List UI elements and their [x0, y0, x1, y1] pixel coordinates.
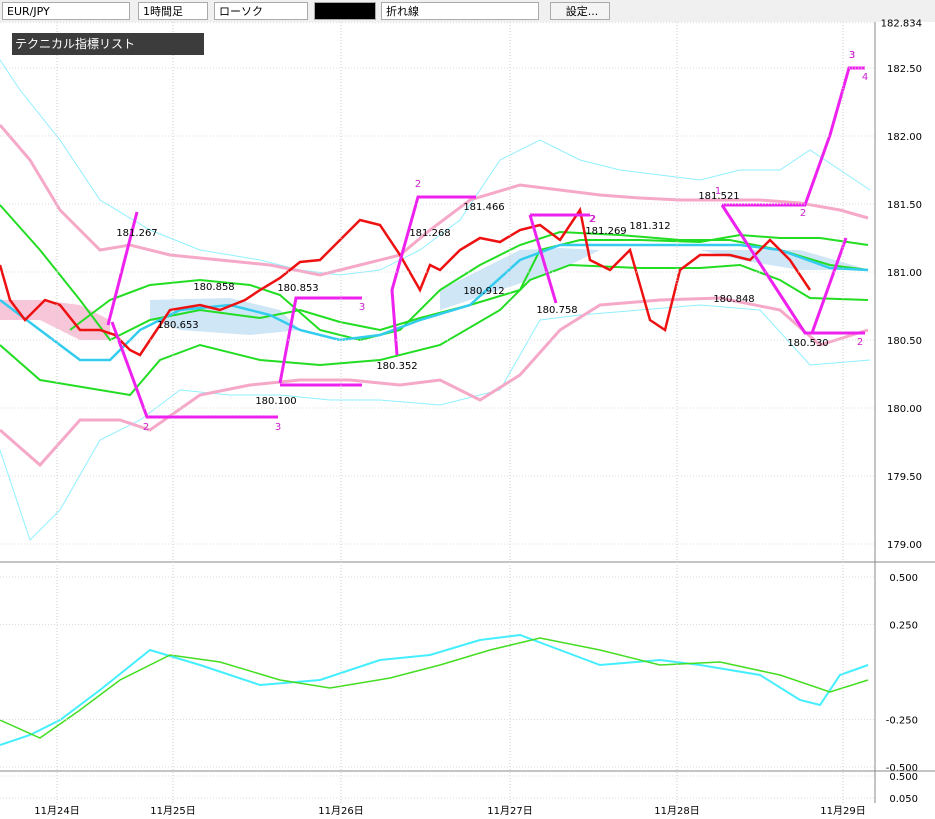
price-label: 181.312 — [629, 221, 670, 232]
ma-line — [69, 230, 869, 342]
wave-label: 2 — [415, 179, 421, 190]
zigzag-line — [106, 211, 139, 326]
symbol-select[interactable]: EUR/JPY — [2, 2, 130, 20]
wave-label: 3 — [359, 302, 365, 313]
x-tick-label: 11月24日 — [34, 805, 79, 817]
line-type[interactable]: 折れ線 — [381, 2, 539, 20]
price-label: 181.521 — [698, 191, 739, 202]
zigzag-line — [528, 214, 558, 304]
price-label: 181.267 — [116, 228, 157, 239]
y-tick-label: 180.50 — [887, 336, 922, 347]
wave-label: 3 — [275, 422, 281, 433]
y-tick-label: 179.50 — [887, 472, 922, 483]
y-tick-label: 182.00 — [887, 132, 922, 143]
wave-label: 2 — [857, 337, 863, 348]
zigzag-line — [720, 204, 865, 335]
price-label: 180.848 — [713, 294, 754, 305]
color-select[interactable] — [314, 2, 376, 20]
price-label: 181.269 — [585, 226, 626, 237]
y-tick-label: 180.00 — [887, 404, 922, 415]
price-label: 180.758 — [536, 305, 577, 316]
indicator-panel[interactable]: テクニカル指標リスト — [12, 33, 204, 55]
wave-label: 3 — [849, 50, 855, 61]
wave-label: 4 — [862, 72, 868, 83]
x-tick-label: 11月27日 — [487, 805, 532, 817]
wave-label: 2 — [800, 208, 806, 219]
x-tick-label: 11月29日 — [820, 805, 865, 817]
y-tick-label: 0.500 — [889, 772, 918, 783]
zigzag-line — [390, 195, 476, 356]
band-line — [0, 304, 871, 541]
price-label: 181.466 — [463, 202, 504, 213]
band-line — [0, 124, 869, 277]
x-tick-label: 11月26日 — [318, 805, 363, 817]
y-tick-label: 182.834 — [881, 19, 922, 30]
wave-label: 2 — [143, 422, 149, 433]
y-tick-label: -0.500 — [886, 763, 918, 774]
timeframe-select[interactable]: 1時間足 — [138, 2, 208, 20]
ma-line — [0, 263, 869, 397]
y-tick-label: 0.250 — [889, 621, 918, 632]
wave-label: 3 — [849, 50, 855, 61]
wave-label: 2 — [590, 214, 596, 225]
price-label: 180.653 — [157, 320, 198, 331]
y-tick-label: -0.250 — [886, 716, 918, 727]
y-tick-label: 179.00 — [887, 540, 922, 551]
zigzag — [106, 66, 865, 419]
zigzag-line — [110, 321, 278, 419]
y-tick-label: 181.50 — [887, 200, 922, 211]
zigzag-line — [722, 66, 865, 207]
price-label: 180.530 — [787, 338, 828, 349]
y-tick-label: 0.050 — [889, 794, 918, 805]
zigzag-line — [810, 237, 848, 334]
y-tick-label: 0.500 — [889, 573, 918, 584]
style-select[interactable]: ローソク — [214, 2, 308, 20]
price-label: 180.853 — [277, 283, 318, 294]
signal-line — [0, 637, 869, 739]
wave-label: 2 — [589, 214, 595, 225]
x-tick-label: 11月25日 — [150, 805, 195, 817]
ma-line — [0, 243, 869, 362]
band-line — [0, 59, 871, 276]
ma-line — [0, 204, 869, 342]
price-label: 180.858 — [193, 282, 234, 293]
y-tick-label: 181.00 — [887, 268, 922, 279]
macd-line — [0, 633, 869, 746]
price-label: 181.268 — [409, 228, 450, 239]
wave-label: 1 — [715, 186, 721, 197]
x-tick-label: 11月28日 — [654, 805, 699, 817]
y-tick-label: 182.50 — [887, 64, 922, 75]
band-line — [0, 296, 869, 468]
zigzag-line — [278, 296, 362, 384]
price-label: 180.912 — [463, 286, 504, 297]
price-label: 180.100 — [255, 396, 296, 407]
cloud — [0, 300, 110, 340]
settings-button[interactable]: 設定... — [550, 2, 610, 20]
price-label: 180.352 — [376, 361, 417, 372]
